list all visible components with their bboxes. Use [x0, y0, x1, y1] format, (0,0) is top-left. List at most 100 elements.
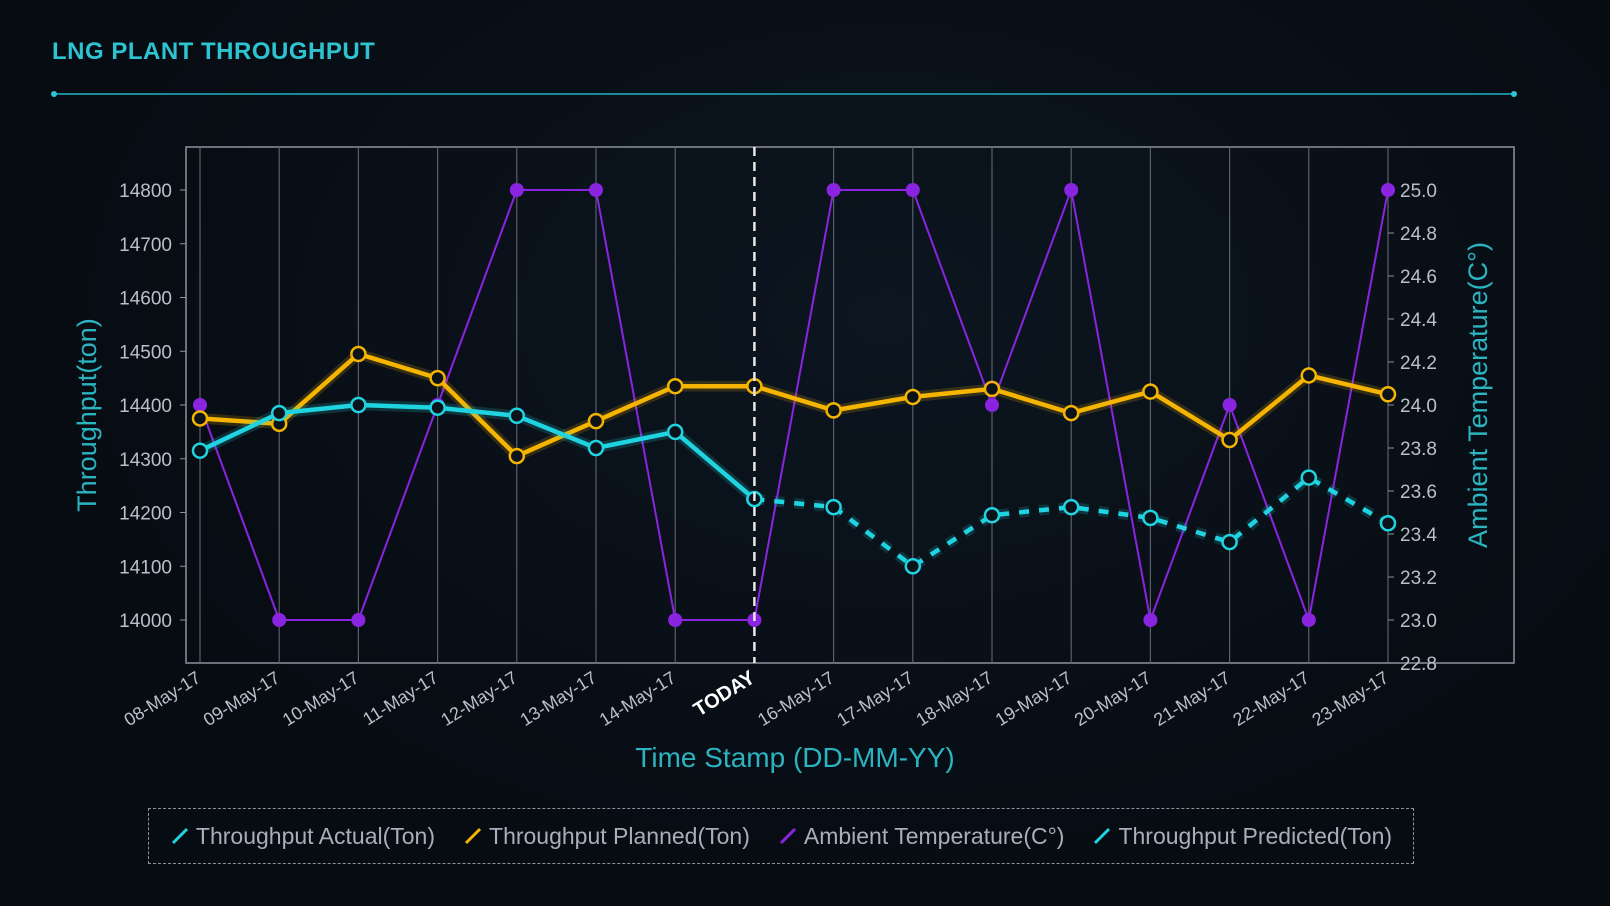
data-point: [508, 447, 526, 465]
data-point: [1143, 613, 1158, 627]
y2-tick-label: 25.0: [1400, 181, 1437, 202]
data-point: [825, 402, 842, 419]
y2-tick-label: 24.8: [1400, 224, 1437, 245]
y2-tick-label: 23.8: [1400, 439, 1437, 460]
legend-line-icon: [1094, 827, 1111, 845]
legend-label: Throughput Planned(Ton): [489, 822, 750, 849]
data-point: [668, 613, 683, 627]
data-point: [351, 613, 366, 627]
y-tick-label: 14500: [119, 342, 172, 363]
legend-label: Throughput Predicted(Ton): [1118, 822, 1393, 849]
data-point: [350, 345, 367, 363]
x-tick-label: 13-May-17: [517, 667, 601, 730]
data-point: [666, 377, 684, 395]
x-tick-label-today: TODAY: [690, 666, 760, 721]
data-point: [1142, 509, 1159, 527]
data-point: [905, 183, 920, 197]
legend-item-predicted[interactable]: Throughput Predicted(Ton): [1092, 823, 1392, 850]
data-point: [587, 439, 605, 457]
legend-label: Throughput Actual(Ton): [195, 822, 436, 849]
x-tick-label: 18-May-17: [913, 667, 997, 730]
y2-tick-label: 23.0: [1400, 611, 1437, 632]
y2-tick-label: 24.0: [1400, 396, 1437, 417]
x-tick-label: 11-May-17: [359, 667, 441, 729]
data-point: [429, 369, 446, 387]
legend-item-planned[interactable]: Throughput Planned(Ton): [463, 823, 750, 850]
data-point: [983, 506, 1001, 524]
x-tick-label: 09-May-17: [200, 667, 284, 730]
data-point: [904, 558, 922, 575]
y-tick-label: 14700: [119, 235, 172, 256]
data-point: [429, 399, 446, 416]
legend-label: Ambient Temperature(C°): [803, 822, 1065, 849]
data-point: [191, 442, 209, 459]
data-point: [350, 396, 367, 414]
data-point: [587, 412, 605, 430]
data-point: [1062, 498, 1080, 516]
data-point: [272, 613, 287, 627]
data-point: [985, 398, 999, 412]
data-point: [826, 183, 841, 197]
data-point: [270, 404, 288, 422]
series-throughput-predicted-ton-line: [754, 475, 1390, 569]
y2-tick-label: 24.2: [1400, 353, 1437, 374]
data-point: [589, 183, 603, 197]
y-axis-title: Throughput(ton): [72, 318, 102, 512]
data-point: [1221, 533, 1238, 551]
y2-tick-label: 23.4: [1400, 525, 1437, 546]
data-point: [1300, 367, 1318, 384]
legend-item-actual[interactable]: Throughput Actual(Ton): [170, 823, 435, 850]
y2-tick-label: 24.6: [1400, 267, 1437, 288]
x-tick-label: 16-May-17: [754, 667, 838, 730]
y2-tick-label: 24.4: [1400, 310, 1437, 331]
x-tick-label: 14-May-17: [596, 667, 680, 730]
data-point: [1142, 383, 1159, 400]
x-tick-label: 17-May-17: [833, 667, 917, 730]
y2-tick-label: 23.2: [1400, 568, 1437, 589]
x-tick-label: 20-May-17: [1071, 667, 1155, 730]
x-tick-label: 10-May-17: [279, 667, 363, 730]
title-divider: [51, 91, 1517, 97]
legend-item-temperature[interactable]: Ambient Temperature(C°): [778, 822, 1065, 850]
y2-tick-label: 22.8: [1400, 654, 1437, 675]
y-tick-label: 14000: [119, 611, 172, 632]
data-point: [508, 407, 526, 424]
x-tick-label: 12-May-17: [437, 667, 521, 730]
y-tick-label: 14600: [119, 289, 172, 310]
y-tick-label: 14100: [119, 557, 172, 578]
legend-line-icon: [464, 827, 482, 845]
data-point: [1064, 183, 1079, 197]
x-tick-label: 08-May-17: [121, 667, 205, 730]
x-tick-label: 21-May-17: [1150, 667, 1234, 730]
data-point: [191, 410, 209, 427]
data-point: [904, 388, 922, 406]
series-ambient-temperature-c-line: [199, 189, 1389, 621]
data-point: [193, 398, 207, 412]
data-point: [509, 183, 524, 197]
y2-tick-label: 23.6: [1400, 482, 1437, 503]
series-throughput-planned-ton-line: [199, 351, 1389, 459]
data-point: [1379, 515, 1397, 532]
data-point: [666, 423, 684, 441]
page-title: LNG PLANT THROUGHPUT: [52, 38, 376, 65]
data-point: [983, 380, 1001, 398]
data-point: [1301, 613, 1316, 627]
y-tick-label: 14400: [119, 396, 172, 417]
x-tick-label: 23-May-17: [1309, 667, 1393, 730]
data-point: [1222, 398, 1237, 412]
y2-axis-title: Ambient Temperature(C°): [1463, 242, 1493, 548]
legend-line-icon: [779, 827, 796, 845]
data-point: [1379, 386, 1397, 403]
data-point: [825, 498, 842, 516]
data-point: [1300, 469, 1318, 486]
y-tick-label: 14800: [119, 181, 172, 202]
data-point: [1221, 431, 1238, 449]
series-throughput-actual-ton-line: [199, 402, 756, 501]
data-point: [1381, 183, 1395, 197]
chart-legend: Throughput Actual(Ton) Throughput Planne…: [148, 808, 1414, 864]
x-axis-title: Time Stamp (DD-MM-YY): [635, 742, 954, 773]
y-tick-label: 14300: [119, 450, 172, 471]
x-tick-label: 22-May-17: [1229, 667, 1313, 730]
